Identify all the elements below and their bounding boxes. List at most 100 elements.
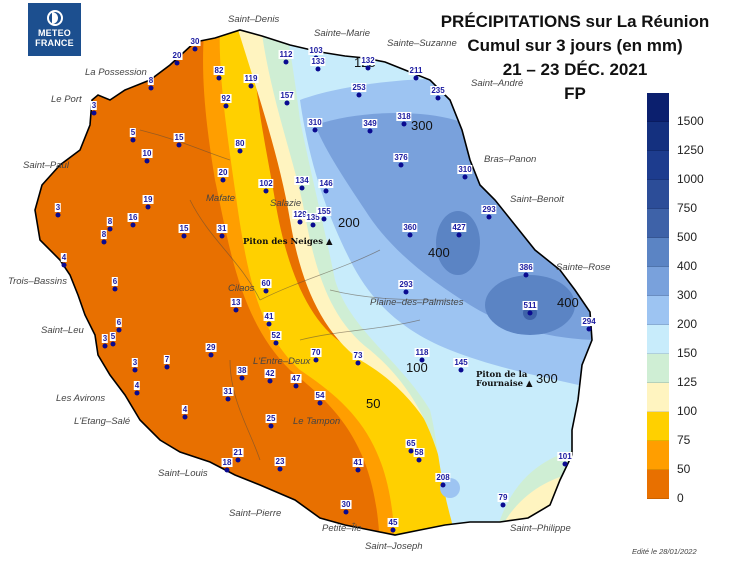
station-value: 41	[352, 458, 364, 467]
logo-text-meteo: METEO	[37, 28, 71, 38]
station-dot-icon	[458, 367, 464, 373]
contour-label: 400	[428, 245, 450, 260]
station-dot-icon	[164, 364, 170, 370]
station-value: 102	[258, 179, 274, 188]
station-value: 101	[557, 452, 573, 461]
legend-label: 1250	[677, 143, 704, 157]
station-value: 80	[234, 139, 246, 148]
contour-label: 400	[557, 295, 579, 310]
station-dot-icon	[134, 390, 140, 396]
station-value: 19	[142, 195, 154, 204]
legend-swatch	[647, 354, 669, 383]
legend-swatch	[647, 383, 669, 412]
legend-swatch	[647, 412, 669, 441]
station-value: 310	[457, 165, 473, 174]
station-dot-icon	[401, 121, 407, 127]
station-dot-icon	[355, 360, 361, 366]
station-value: 15	[173, 133, 185, 142]
station-dot-icon	[562, 461, 568, 467]
station-value: 31	[222, 387, 234, 396]
station-dot-icon	[284, 100, 290, 106]
station-value: 8	[106, 217, 114, 226]
station-dot-icon	[310, 222, 316, 228]
station-value: 376	[393, 153, 409, 162]
legend-label: 0	[677, 491, 684, 505]
station-dot-icon	[102, 343, 108, 349]
station-value: 47	[290, 374, 302, 383]
station-value: 16	[127, 213, 139, 222]
station-dot-icon	[145, 204, 151, 210]
station-value: 42	[264, 369, 276, 378]
station-dot-icon	[182, 414, 188, 420]
station-value: 7	[163, 355, 171, 364]
contour-label: 300	[536, 371, 558, 386]
station-dot-icon	[219, 233, 225, 239]
station-dot-icon	[312, 127, 318, 133]
place-label: Bras–Panon	[484, 154, 537, 165]
station-value: 54	[314, 391, 326, 400]
color-scale-legend	[647, 93, 669, 499]
station-dot-icon	[419, 357, 425, 363]
station-value: 157	[279, 91, 295, 100]
legend-label: 1000	[677, 172, 704, 186]
legend-label: 400	[677, 259, 698, 273]
station-dot-icon	[263, 288, 269, 294]
station-value: 73	[352, 351, 364, 360]
station-dot-icon	[407, 232, 413, 238]
legend-swatch	[647, 151, 669, 180]
station-value: 6	[111, 277, 119, 286]
station-value: 132	[360, 56, 376, 65]
station-value: 79	[497, 493, 509, 502]
station-dot-icon	[181, 233, 187, 239]
legend-swatch	[647, 122, 669, 151]
station-value: 8	[100, 230, 108, 239]
station-value: 5	[109, 332, 117, 341]
place-label: Saint–Louis	[158, 468, 208, 479]
station-dot-icon	[239, 375, 245, 381]
station-dot-icon	[435, 95, 441, 101]
place-label: Sainte–Rose	[556, 262, 611, 273]
legend-label: 75	[677, 433, 691, 447]
station-dot-icon	[343, 509, 349, 515]
station-value: 31	[216, 224, 228, 233]
station-dot-icon	[586, 326, 592, 332]
station-dot-icon	[398, 162, 404, 168]
place-label: Saint–Benoit	[510, 194, 564, 205]
station-value: 235	[430, 86, 446, 95]
station-dot-icon	[112, 286, 118, 292]
station-value: 23	[274, 457, 286, 466]
station-dot-icon	[277, 466, 283, 472]
contour-label: 100	[406, 360, 428, 375]
title-line-4: FP	[564, 84, 586, 103]
station-dot-icon	[403, 289, 409, 295]
title-line-3: 21 – 23 DÉC. 2021	[502, 60, 648, 79]
station-value: 135	[305, 213, 321, 222]
legend-label: 125	[677, 375, 698, 389]
place-label: L'Etang–Salé	[74, 416, 131, 427]
legend-label: 150	[677, 346, 698, 360]
station-value: 103	[308, 46, 324, 55]
legend-label: 100	[677, 404, 698, 418]
station-value: 293	[398, 280, 414, 289]
station-dot-icon	[91, 110, 97, 116]
station-value: 5	[129, 128, 137, 137]
station-dot-icon	[283, 59, 289, 65]
legend-label: 200	[677, 317, 698, 331]
legend-label: 300	[677, 288, 698, 302]
legend-label: 500	[677, 230, 698, 244]
station-dot-icon	[101, 239, 107, 245]
station-value: 21	[232, 448, 244, 457]
logo-icon	[46, 10, 63, 26]
station-dot-icon	[263, 188, 269, 194]
station-dot-icon	[248, 83, 254, 89]
legend-swatch	[647, 238, 669, 267]
station-value: 4	[133, 381, 141, 390]
legend-label: 750	[677, 201, 698, 215]
map-title: PRÉCIPITATIONS sur La Réunion Cumul sur …	[420, 10, 730, 106]
station-value: 70	[310, 348, 322, 357]
place-label: Les Avirons	[56, 393, 106, 404]
station-value: 134	[294, 176, 310, 185]
station-value: 211	[408, 66, 424, 75]
station-value: 208	[435, 473, 451, 482]
station-value: 129	[292, 210, 308, 219]
